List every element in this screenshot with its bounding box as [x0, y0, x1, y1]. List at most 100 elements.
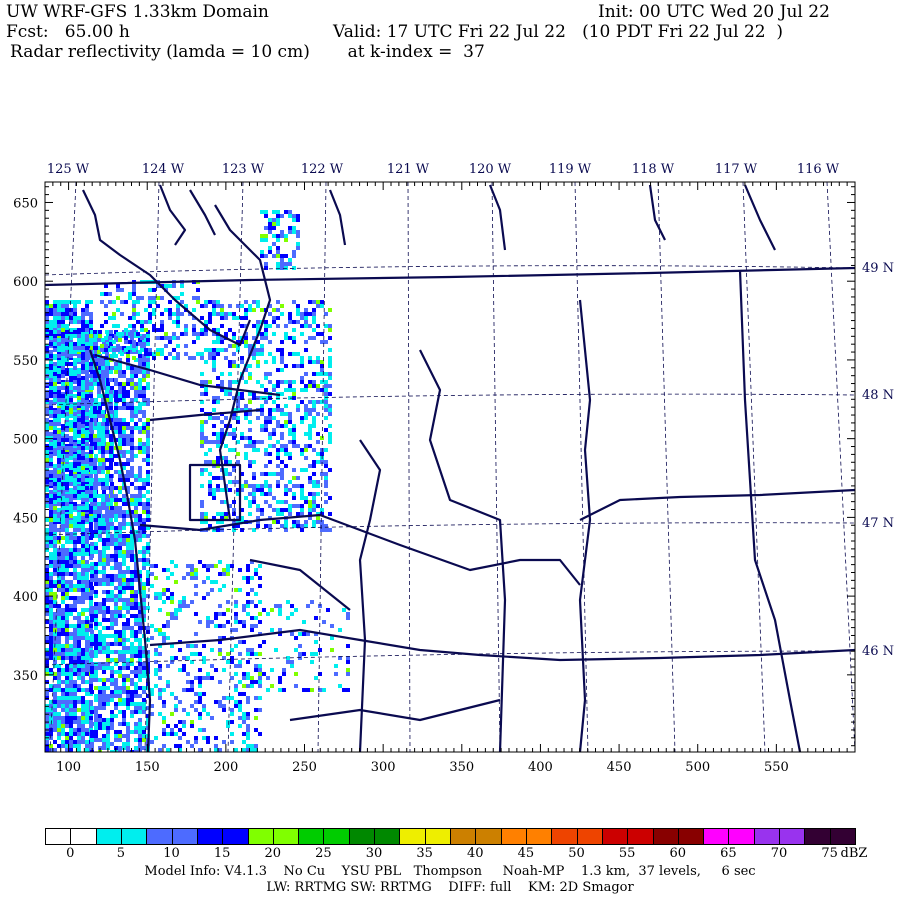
echo-pixel	[312, 420, 316, 424]
echo-pixel	[98, 558, 102, 562]
colorbar-swatch	[95, 828, 122, 845]
echo-pixel	[146, 430, 150, 434]
latitude-line	[45, 650, 855, 666]
echo-pixel	[138, 514, 142, 518]
echo-pixel	[102, 682, 106, 686]
echo-pixel	[101, 362, 105, 366]
echo-pixel	[284, 464, 288, 468]
echo-pixel	[65, 412, 69, 416]
echo-pixel	[256, 380, 260, 384]
echo-pixel	[316, 388, 320, 392]
echo-pixel	[57, 620, 61, 624]
echo-pixel	[346, 616, 350, 620]
echo-pixel	[69, 386, 73, 390]
echo-pixel	[146, 502, 150, 506]
echo-pixel	[146, 490, 150, 494]
echo-pixel	[49, 636, 53, 640]
echo-pixel	[118, 578, 122, 582]
echo-pixel	[73, 564, 77, 568]
echo-pixel	[57, 486, 61, 490]
echo-pixel	[200, 328, 204, 332]
echo-pixel	[212, 416, 216, 420]
echo-pixel	[69, 436, 73, 440]
echo-pixel	[268, 408, 272, 412]
echo-pixel	[45, 478, 49, 482]
echo-pixel	[114, 602, 118, 606]
echo-pixel	[105, 518, 109, 522]
echo-pixel	[328, 356, 332, 360]
echo-pixel	[77, 732, 81, 736]
echo-pixel	[254, 568, 258, 572]
echo-pixel	[57, 386, 61, 390]
echo-pixel	[73, 556, 77, 560]
echo-pixel	[69, 624, 73, 628]
echo-pixel	[89, 334, 93, 338]
echo-pixel	[148, 316, 152, 320]
echo-pixel	[134, 426, 138, 430]
echo-pixel	[65, 748, 69, 752]
echo-pixel	[102, 582, 106, 586]
echo-pixel	[258, 584, 262, 588]
echo-pixel	[224, 332, 228, 336]
longitude-label: 125 W	[47, 162, 90, 177]
echo-pixel	[81, 588, 85, 592]
echo-pixel	[138, 526, 142, 530]
echo-pixel	[85, 680, 89, 684]
echo-pixel	[228, 480, 232, 484]
echo-pixel	[85, 548, 89, 552]
echo-pixel	[61, 648, 65, 652]
echo-pixel	[266, 676, 270, 680]
echo-pixel	[81, 656, 85, 660]
echo-pixel	[166, 612, 170, 616]
echo-pixel	[81, 406, 85, 410]
echo-pixel	[142, 398, 146, 402]
echo-pixel	[53, 394, 57, 398]
echo-pixel	[142, 698, 146, 702]
echo-pixel	[216, 312, 220, 316]
echo-pixel	[102, 690, 106, 694]
echo-pixel	[122, 514, 126, 518]
echo-pixel	[220, 432, 224, 436]
echo-pixel	[77, 454, 81, 458]
echo-pixel	[126, 534, 130, 538]
echo-pixel	[73, 584, 77, 588]
echo-pixel	[246, 724, 250, 728]
echo-pixel	[85, 720, 89, 724]
echo-pixel	[57, 664, 61, 668]
echo-pixel	[53, 452, 57, 456]
echo-pixel	[106, 470, 110, 474]
echo-pixel	[208, 448, 212, 452]
echo-pixel	[130, 494, 134, 498]
echo-pixel	[57, 512, 61, 516]
echo-pixel	[264, 210, 268, 214]
echo-pixel	[101, 370, 105, 374]
echo-pixel	[61, 536, 65, 540]
echo-pixel	[128, 296, 132, 300]
echo-pixel	[98, 650, 102, 654]
echo-pixel	[118, 386, 122, 390]
echo-pixel	[276, 452, 280, 456]
echo-pixel	[142, 662, 146, 666]
echo-pixel	[118, 566, 122, 570]
echo-pixel	[138, 650, 142, 654]
echo-pixel	[240, 432, 244, 436]
echo-pixel	[292, 266, 296, 270]
echo-pixel	[57, 442, 61, 446]
echo-pixel	[114, 426, 118, 430]
colorbar-swatch	[424, 828, 451, 845]
echo-pixel	[252, 356, 256, 360]
echo-pixel	[260, 210, 264, 214]
echo-pixel	[206, 592, 210, 596]
echo-pixel	[45, 660, 49, 664]
echo-pixel	[146, 518, 150, 522]
echo-pixel	[101, 382, 105, 386]
echo-pixel	[57, 636, 61, 640]
echo-pixel	[65, 304, 69, 308]
echo-pixel	[73, 740, 77, 744]
echo-pixel	[73, 454, 77, 458]
echo-pixel	[102, 722, 106, 726]
echo-pixel	[292, 230, 296, 234]
echo-pixel	[65, 680, 69, 684]
echo-pixel	[204, 304, 208, 308]
echo-pixel	[142, 562, 146, 566]
